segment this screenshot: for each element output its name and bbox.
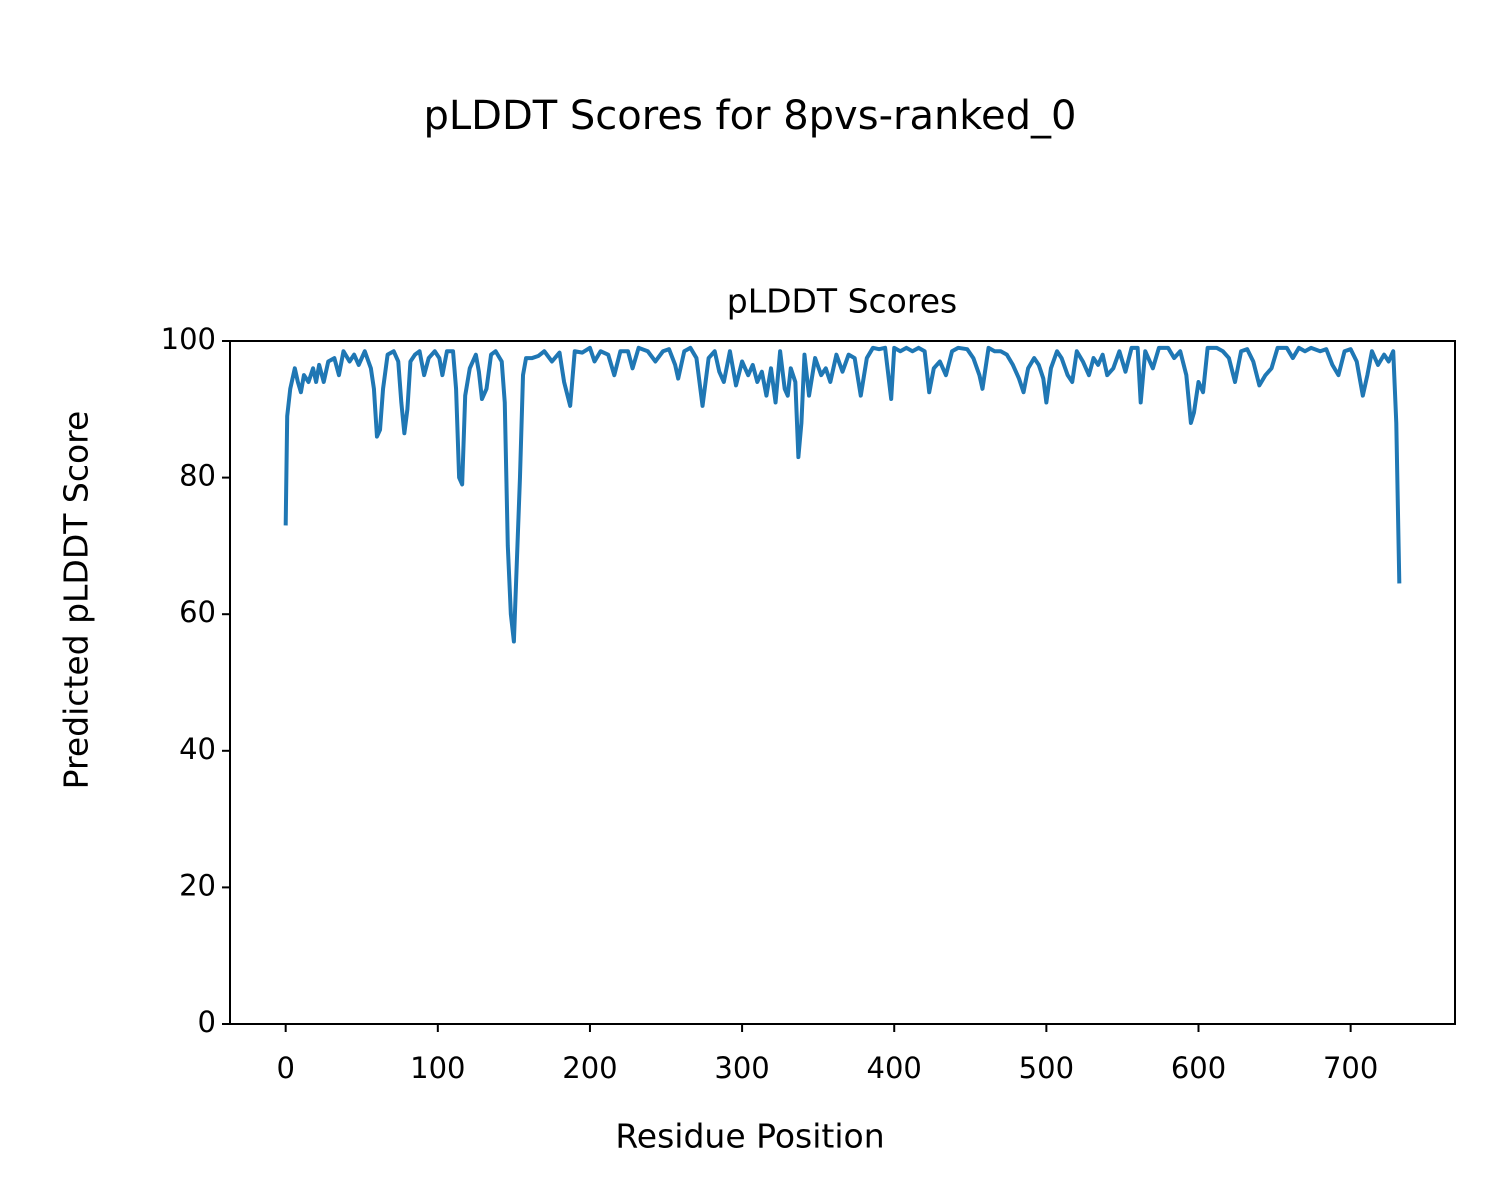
data-line	[283, 345, 1402, 644]
x-tick-label: 300	[714, 1051, 769, 1085]
y-tick-label: 40	[179, 732, 216, 766]
y-tick-label: 60	[179, 595, 216, 629]
x-tick-label: 0	[276, 1051, 294, 1085]
axes-frame	[229, 340, 1456, 1025]
x-tick-label: 500	[1019, 1051, 1074, 1085]
axes-title: pLDDT Scores	[727, 282, 957, 321]
x-tick-label: 400	[867, 1051, 922, 1085]
y-tick-label: 100	[161, 322, 216, 356]
y-axis-label: Predicted pLDDT Score	[57, 411, 96, 790]
suptitle: pLDDT Scores for 8pvs-ranked_0	[423, 93, 1076, 139]
y-tick-label: 80	[179, 459, 216, 493]
y-tick-label: 20	[179, 868, 216, 902]
y-tick-label: 0	[198, 1005, 216, 1039]
x-tick-label: 700	[1323, 1051, 1378, 1085]
x-axis-label: Residue Position	[615, 1117, 884, 1156]
x-tick-label: 600	[1171, 1051, 1226, 1085]
x-tick-label: 100	[410, 1051, 465, 1085]
x-tick-label: 200	[562, 1051, 617, 1085]
